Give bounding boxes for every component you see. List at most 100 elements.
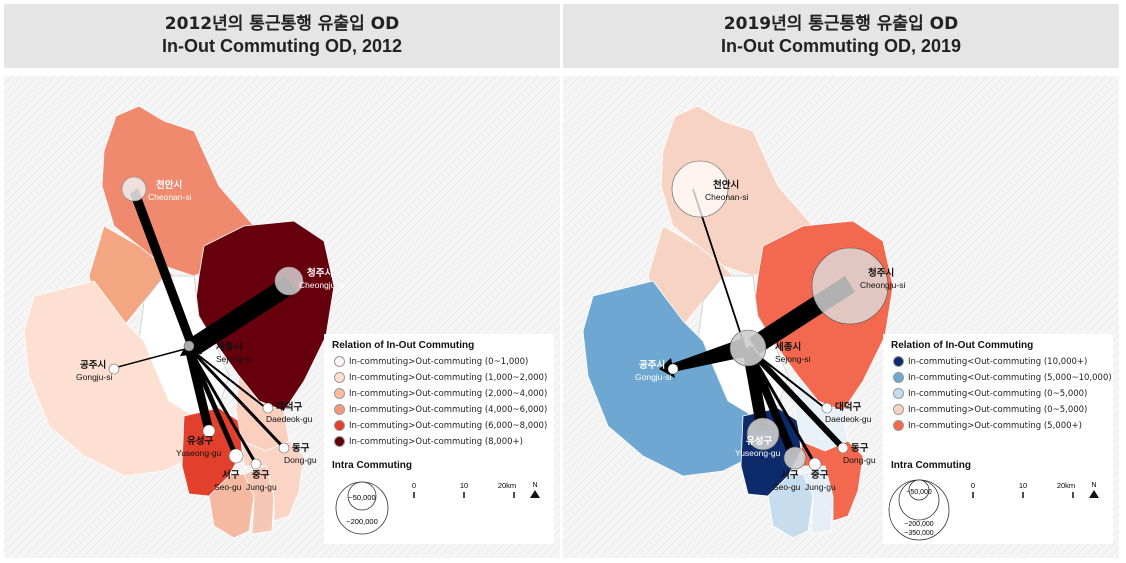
legend-item: In-commuting>Out-commuting (1,000~2,000) [334,372,547,383]
legend-title: Relation of In-Out Commuting [332,340,475,351]
map-legend: Relation of In-Out Commuting In-commutin… [883,334,1113,544]
circle-gongju [108,363,120,375]
label-cheongju-ko: 청주시 [868,267,894,279]
legend-item-label: In-commuting>Out-commuting (5,000+) [908,421,1082,431]
flow-junggu-line [746,347,817,465]
circle-sejong [183,340,195,352]
size-circle-small [347,481,377,511]
circle-donggu [278,442,290,454]
scale-label-10: 10 [460,481,468,490]
label-cheongju-ko: 청주시 [307,267,333,279]
flow-donggu-line [187,346,286,450]
panel-title-en: In-Out Commuting OD, 2019 [720,36,961,56]
label-junggu-en: Jung-gu [805,482,836,492]
legend-item-label: In-commuting>Out-commuting (1,000~2,000) [349,373,548,383]
legend-item: In-commuting<Out-commuting (5,000~10,000… [893,372,1112,383]
legend-swatch [334,404,345,415]
circle-yuseong [202,424,216,438]
size-label-small: ~50,000 [348,493,375,502]
flow-cheonan-to-sejong [130,188,196,348]
label-sejong-ko: 세종시 [216,341,242,353]
label-gongju-en: Gongju-si [76,372,112,382]
legend-item: In-commuting>Out-commuting (0~1,000) [334,356,528,367]
scale-label-10: 10 [1019,481,1027,490]
place-labels: 천안시 Cheonan-si 청주시 Cheongju-si 세종시 Sejon… [76,179,344,492]
label-daedeok-en: Daedeok-gu [266,414,313,424]
flow-seogu-line [744,346,797,458]
north-label: N [532,482,537,489]
legend-title: Relation of In-Out Commuting [891,340,1034,351]
size-label-small: ~50,000 [906,489,932,496]
label-seogu-en: Seo-gu [214,482,242,492]
legend-symbols: ~50,000 ~200,000 0 10 20km N [335,481,540,535]
label-junggu-ko: 중구 [811,470,829,481]
label-cheonan-en: Cheonan-si [148,192,192,202]
legend-symbols: ~50,000 ~200,000 ~350,000 0 10 20km N [888,479,1099,541]
circle-sejong [729,329,767,367]
legend-item-label: In-commuting>Out-commuting (6,000~8,000) [349,421,548,431]
label-sejong-en: Sejong-si [216,354,252,364]
panel-title-ko: 2012년의 통근통행 유출입 OD [164,14,400,34]
legend-item-label: In-commuting<Out-commuting (10,000+) [908,357,1088,367]
scale-label-0: 0 [412,481,416,490]
legend-item: In-commuting>Out-commuting (8,000+) [334,436,523,447]
label-yuseong-en: Yuseong-gu [735,448,781,458]
region-seogu [208,473,255,539]
legend-swatch [893,356,904,367]
label-daedeok-en: Daedeok-gu [825,414,872,424]
label-sejong-ko: 세종시 [775,341,801,353]
legend-swatch [893,372,904,383]
intra-circles [667,160,889,471]
map-svg: 천안시 Cheonan-si 청주시 Cheongju-si 세종시 Sejon… [4,76,560,558]
flow-seogu-line [186,347,239,457]
legend-swatch [334,420,345,431]
region-seogu [767,473,814,539]
map-canvas[interactable]: 천안시 Cheonan-si 청주시 Cheongju-si 세종시 Sejon… [4,76,560,558]
circle-cheonan [121,176,147,202]
flow-donggu-line [745,345,846,451]
panel-title-en: In-Out Commuting OD, 2012 [161,36,402,56]
legend-item-label: In-commuting<Out-commuting (0~5,000) [908,389,1088,399]
scale-label-0: 0 [971,481,975,490]
label-junggu-en: Jung-gu [246,482,277,492]
legend-item: In-commuting<Out-commuting (10,000+) [893,356,1087,367]
label-donggu-en: Dong-gu [843,455,876,465]
label-daedeok-ko: 대덕구 [835,401,861,413]
size-label-xlarge: ~350,000 [904,530,933,537]
legend-swatch [893,420,904,431]
legend-swatch [334,388,345,399]
legend-item-label: In-commuting>Out-commuting (2,000~4,000) [349,389,548,399]
label-cheonan-en: Cheonan-si [705,192,749,202]
north-arrow-icon [1089,490,1099,498]
north-label: N [1091,482,1096,489]
map-canvas[interactable]: 천안시 Cheonan-si 청주시 Cheongju-si 세종시 Sejon… [563,76,1119,558]
legend-swatch [893,404,904,415]
scale-label-20: 20km [1057,481,1075,490]
flow-daedeok-line [188,347,267,409]
label-daedeok-ko: 대덕구 [276,401,302,413]
circle-daedeok [821,402,833,414]
circle-seogu [228,448,244,464]
legend-item-label: In-commuting>Out-commuting (0~5,000) [908,405,1088,415]
size-label-large: ~200,000 [346,517,378,526]
legend-item-label: In-commuting>Out-commuting (8,000+) [349,437,523,447]
legend-item-label: In-commuting>Out-commuting (4,000~6,000) [349,405,548,415]
circle-yuseong [746,417,780,451]
label-donggu-ko: 동구 [851,443,869,454]
flow-arrows [113,188,296,465]
label-seogu-en: Seo-gu [773,482,801,492]
label-yuseong-en: Yuseong-gu [176,448,222,458]
scale-bar [972,492,1074,498]
label-donggu-en: Dong-gu [284,455,317,465]
legend-swatch [334,356,345,367]
legend-item: In-commuting>Out-commuting (6,000~8,000) [334,420,547,431]
panel-title-ko: 2019년의 통근통행 유출입 OD [723,14,959,34]
map-legend: Relation of In-Out Commuting In-commutin… [324,334,554,544]
legend-item-label: In-commuting>Out-commuting (0~1,000) [349,357,529,367]
label-cheongju-en: Cheongju-si [299,280,344,290]
flow-cheongju-to-sejong [190,276,296,354]
legend-item: In-commuting>Out-commuting (2,000~4,000) [334,388,547,399]
label-gongju-ko: 공주시 [80,360,106,371]
label-seogu-ko: 서구 [781,469,799,481]
circle-junggu [808,457,822,471]
